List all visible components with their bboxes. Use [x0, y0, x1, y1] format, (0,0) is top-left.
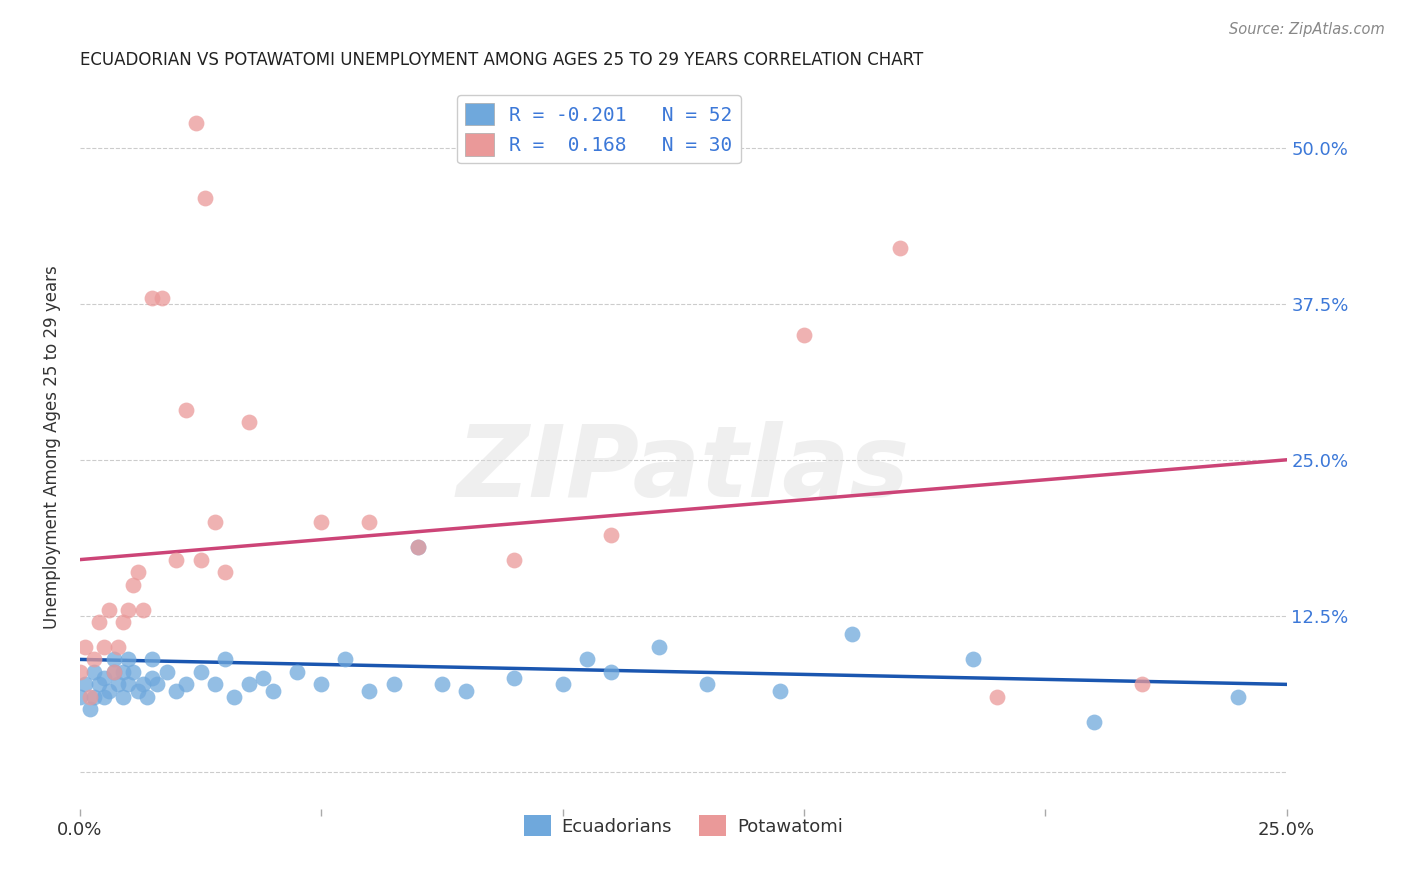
- Point: [93, 640, 115, 654]
- Point: [238, 416, 260, 430]
- Point: [131, 677, 153, 691]
- Point: [793, 328, 815, 343]
- Point: [141, 291, 163, 305]
- Point: [83, 690, 105, 704]
- Y-axis label: Unemployment Among Ages 25 to 29 years: Unemployment Among Ages 25 to 29 years: [44, 266, 60, 629]
- Text: ECUADORIAN VS POTAWATOMI UNEMPLOYMENT AMONG AGES 25 TO 29 YEARS CORRELATION CHAR: ECUADORIAN VS POTAWATOMI UNEMPLOYMENT AM…: [80, 51, 924, 69]
- Point: [103, 665, 125, 679]
- Point: [214, 565, 236, 579]
- Point: [97, 602, 120, 616]
- Point: [262, 683, 284, 698]
- Point: [406, 540, 429, 554]
- Point: [696, 677, 718, 691]
- Point: [150, 291, 173, 305]
- Point: [174, 677, 197, 691]
- Point: [214, 652, 236, 666]
- Point: [986, 690, 1008, 704]
- Point: [841, 627, 863, 641]
- Point: [79, 690, 101, 704]
- Point: [1083, 714, 1105, 729]
- Point: [146, 677, 169, 691]
- Point: [165, 552, 187, 566]
- Point: [889, 241, 911, 255]
- Point: [112, 665, 135, 679]
- Text: Source: ZipAtlas.com: Source: ZipAtlas.com: [1229, 22, 1385, 37]
- Point: [127, 683, 149, 698]
- Point: [141, 671, 163, 685]
- Point: [156, 665, 179, 679]
- Point: [224, 690, 246, 704]
- Point: [359, 515, 381, 529]
- Point: [131, 602, 153, 616]
- Point: [599, 527, 621, 541]
- Point: [73, 677, 96, 691]
- Point: [69, 690, 91, 704]
- Point: [551, 677, 574, 691]
- Point: [309, 677, 332, 691]
- Point: [204, 515, 226, 529]
- Point: [309, 515, 332, 529]
- Point: [122, 577, 145, 591]
- Point: [136, 690, 159, 704]
- Point: [252, 671, 274, 685]
- Point: [359, 683, 381, 698]
- Point: [769, 683, 792, 698]
- Legend: Ecuadorians, Potawatomi: Ecuadorians, Potawatomi: [516, 808, 851, 844]
- Point: [575, 652, 598, 666]
- Point: [430, 677, 453, 691]
- Point: [107, 677, 129, 691]
- Point: [83, 652, 105, 666]
- Point: [73, 640, 96, 654]
- Point: [194, 191, 217, 205]
- Point: [112, 615, 135, 629]
- Point: [503, 552, 526, 566]
- Point: [174, 403, 197, 417]
- Point: [93, 671, 115, 685]
- Point: [285, 665, 308, 679]
- Point: [1130, 677, 1153, 691]
- Point: [382, 677, 405, 691]
- Point: [97, 683, 120, 698]
- Point: [204, 677, 226, 691]
- Point: [184, 116, 207, 130]
- Point: [406, 540, 429, 554]
- Point: [69, 665, 91, 679]
- Point: [503, 671, 526, 685]
- Point: [103, 652, 125, 666]
- Point: [454, 683, 477, 698]
- Point: [93, 690, 115, 704]
- Point: [83, 665, 105, 679]
- Point: [107, 640, 129, 654]
- Point: [238, 677, 260, 691]
- Point: [141, 652, 163, 666]
- Point: [122, 665, 145, 679]
- Point: [962, 652, 984, 666]
- Text: ZIPatlas: ZIPatlas: [457, 420, 910, 517]
- Point: [335, 652, 357, 666]
- Point: [103, 665, 125, 679]
- Point: [1227, 690, 1250, 704]
- Point: [117, 677, 139, 691]
- Point: [165, 683, 187, 698]
- Point: [89, 677, 111, 691]
- Point: [117, 602, 139, 616]
- Point: [190, 665, 212, 679]
- Point: [190, 552, 212, 566]
- Point: [599, 665, 621, 679]
- Point: [648, 640, 671, 654]
- Point: [117, 652, 139, 666]
- Point: [127, 565, 149, 579]
- Point: [112, 690, 135, 704]
- Point: [79, 702, 101, 716]
- Point: [89, 615, 111, 629]
